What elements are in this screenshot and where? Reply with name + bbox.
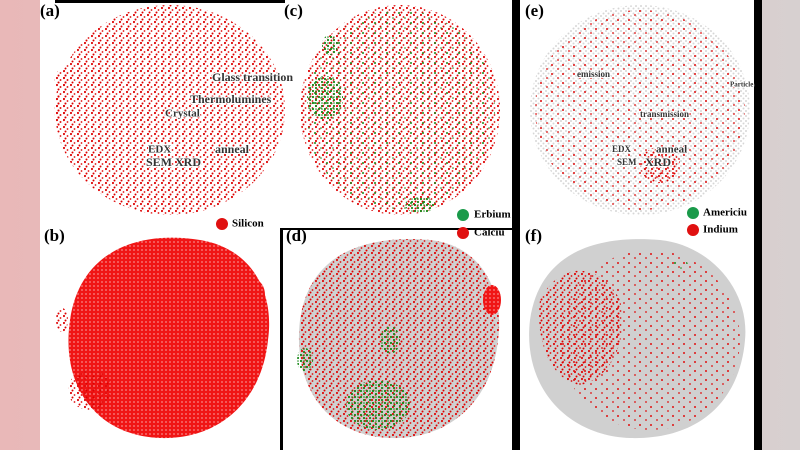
panel-a-cloud <box>54 5 285 215</box>
legend-label: Erbium <box>474 209 511 221</box>
annotation: Crystal <box>165 108 200 120</box>
annotation: transmission <box>640 109 689 119</box>
annotation: EDX <box>612 144 632 154</box>
annotation: Particle <box>730 81 753 89</box>
annotation: SEM XRD <box>146 155 201 169</box>
legend-label: Americiu <box>703 207 747 219</box>
annotation: emission <box>577 69 610 79</box>
panel-label: (b) <box>44 226 65 245</box>
border <box>280 228 512 230</box>
annotation: EDX <box>148 144 171 156</box>
panel-label: (a) <box>40 1 60 20</box>
panel-c-cloud <box>300 5 500 215</box>
legend-marker <box>687 224 699 236</box>
panel-label: (d) <box>286 226 307 245</box>
legend-marker <box>457 227 469 239</box>
annotation: anneal <box>215 142 250 156</box>
border <box>280 228 283 450</box>
annotation: SEM <box>617 157 637 167</box>
legend-label: Calciu <box>474 227 505 239</box>
panel-label: (f) <box>525 226 542 245</box>
legend-label: Silicon <box>232 218 264 230</box>
legend-marker <box>457 209 469 221</box>
panel-label: (e) <box>525 1 544 20</box>
border <box>754 0 762 450</box>
border <box>512 0 520 450</box>
panel-e-cloud <box>530 5 750 215</box>
border <box>55 0 285 3</box>
panel-d-cloud <box>297 239 501 439</box>
panel-label: (c) <box>284 1 303 20</box>
legend-marker <box>216 218 228 230</box>
panel-f-cloud <box>529 239 746 439</box>
legend-marker <box>687 207 699 219</box>
panel-b-cloud <box>56 237 270 439</box>
legend-label: Indium <box>703 224 738 236</box>
annotation: Thermolumines <box>190 92 272 106</box>
annotation: XRD <box>645 155 671 169</box>
annotation: anneal <box>656 144 687 156</box>
annotation: Glass transition <box>212 70 293 84</box>
